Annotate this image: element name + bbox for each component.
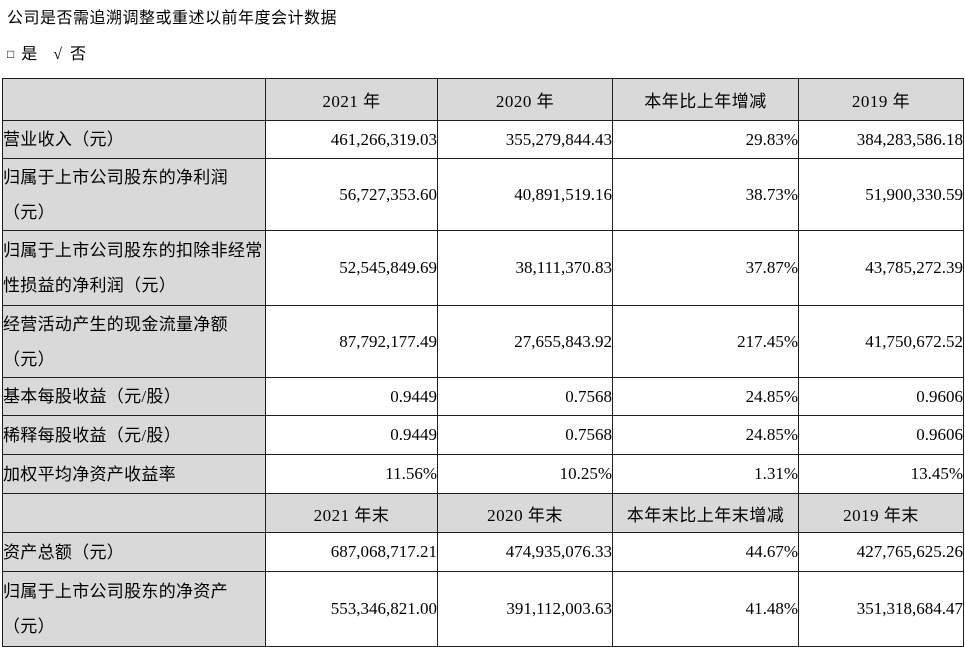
yoy-change-cell: 1.31%: [612, 454, 799, 494]
row-operating-cash-flow: 经营活动产生的现金流量净额（元） 87,792,177.49 27,655,84…: [2, 305, 964, 378]
option-yes-label: 是: [21, 46, 38, 63]
value-2020-cell: 391,112,003.63: [437, 571, 613, 647]
row-basic-eps: 基本每股收益（元/股） 0.9449 0.7568 24.85% 0.9606: [2, 377, 964, 416]
value-2021-cell: 553,346,821.00: [265, 571, 438, 647]
yoy-change-cell: 217.45%: [612, 305, 799, 378]
row-label-cell: 归属于上市公司股东的净资产（元）: [2, 571, 266, 647]
value-2020-cell: 0.7568: [437, 415, 613, 455]
value-2019-cell: 41,750,672.52: [798, 305, 964, 378]
value-2021-cell: 0.9449: [265, 377, 438, 416]
row-label-cell: 经营活动产生的现金流量净额（元）: [2, 305, 266, 378]
value-2019-cell: 0.9606: [798, 377, 964, 416]
row-label-cell: 归属于上市公司股东的扣除非经常性损益的净利润（元）: [2, 230, 266, 306]
yoy-change-cell: 24.85%: [612, 415, 799, 455]
value-2020-cell: 0.7568: [437, 377, 613, 416]
checkbox-unchecked-icon: □: [7, 47, 15, 61]
row-total-assets: 资产总额（元） 687,068,717.21 474,935,076.33 44…: [2, 532, 964, 572]
financial-summary-table: 2021 年 2020 年 本年比上年增减 2019 年 营业收入（元） 461…: [2, 78, 964, 647]
row-operating-revenue: 营业收入（元） 461,266,319.03 355,279,844.43 29…: [2, 120, 964, 159]
value-2021-cell: 56,727,353.60: [265, 158, 438, 231]
value-2019-cell: 43,785,272.39: [798, 230, 964, 306]
value-2019-cell: 0.9606: [798, 415, 964, 455]
year-header-row: 2021 年 2020 年 本年比上年增减 2019 年: [2, 78, 964, 121]
value-2021-cell: 687,068,717.21: [265, 532, 438, 572]
col-header-2020: 2020 年: [437, 78, 613, 121]
value-2021-cell: 52,545,849.69: [265, 230, 438, 306]
row-label-cell: 营业收入（元）: [2, 120, 266, 159]
row-label-cell: 稀释每股收益（元/股）: [2, 415, 266, 455]
value-2021-cell: 11.56%: [265, 454, 438, 494]
row-weighted-avg-roe: 加权平均净资产收益率 11.56% 10.25% 1.31% 13.45%: [2, 454, 964, 494]
value-2019-cell: 427,765,625.26: [798, 532, 964, 572]
row-diluted-eps: 稀释每股收益（元/股） 0.9449 0.7568 24.85% 0.9606: [2, 415, 964, 455]
restatement-options: □ 是 √ 否: [7, 44, 965, 66]
yoy-change-cell: 38.73%: [612, 158, 799, 231]
value-2019-cell: 13.45%: [798, 454, 964, 494]
value-2020-cell: 27,655,843.92: [437, 305, 613, 378]
value-2019-cell: 384,283,586.18: [798, 120, 964, 159]
option-no-label: 否: [70, 46, 87, 63]
value-2020-cell: 474,935,076.33: [437, 532, 613, 572]
value-2021-cell: 0.9449: [265, 415, 438, 455]
value-2019-cell: 351,318,684.47: [798, 571, 964, 647]
row-label-cell: 基本每股收益（元/股）: [2, 377, 266, 416]
corner-cell: [2, 493, 266, 533]
row-label-cell: 资产总额（元）: [2, 532, 266, 572]
yoy-change-cell: 41.48%: [612, 571, 799, 647]
col-header-2020-end: 2020 年末: [437, 493, 613, 533]
col-header-2019: 2019 年: [798, 78, 964, 121]
row-net-assets: 归属于上市公司股东的净资产（元） 553,346,821.00 391,112,…: [2, 571, 964, 647]
corner-cell: [2, 78, 266, 121]
col-header-yoy-change: 本年比上年增减: [612, 78, 799, 121]
row-net-profit: 归属于上市公司股东的净利润（元） 56,727,353.60 40,891,51…: [2, 158, 964, 231]
value-2019-cell: 51,900,330.59: [798, 158, 964, 231]
check-mark-icon: √: [53, 46, 63, 63]
yoy-change-cell: 44.67%: [612, 532, 799, 572]
yoy-change-cell: 24.85%: [612, 377, 799, 416]
col-header-2019-end: 2019 年末: [798, 493, 964, 533]
value-2020-cell: 40,891,519.16: [437, 158, 613, 231]
col-header-2021: 2021 年: [265, 78, 438, 121]
value-2020-cell: 355,279,844.43: [437, 120, 613, 159]
yoy-change-cell: 29.83%: [612, 120, 799, 159]
yoy-change-cell: 37.87%: [612, 230, 799, 306]
yearend-header-row: 2021 年末 2020 年末 本年末比上年末增减 2019 年末: [2, 493, 964, 533]
value-2021-cell: 87,792,177.49: [265, 305, 438, 378]
row-label-cell: 归属于上市公司股东的净利润（元）: [2, 158, 266, 231]
row-label-cell: 加权平均净资产收益率: [2, 454, 266, 494]
value-2020-cell: 10.25%: [437, 454, 613, 494]
row-net-profit-deducted: 归属于上市公司股东的扣除非经常性损益的净利润（元） 52,545,849.69 …: [2, 230, 964, 306]
col-header-yearend-change: 本年末比上年末增减: [612, 493, 799, 533]
col-header-2021-end: 2021 年末: [265, 493, 438, 533]
value-2021-cell: 461,266,319.03: [265, 120, 438, 159]
value-2020-cell: 38,111,370.83: [437, 230, 613, 306]
restatement-question-text: 公司是否需追溯调整或重述以前年度会计数据: [7, 10, 338, 27]
